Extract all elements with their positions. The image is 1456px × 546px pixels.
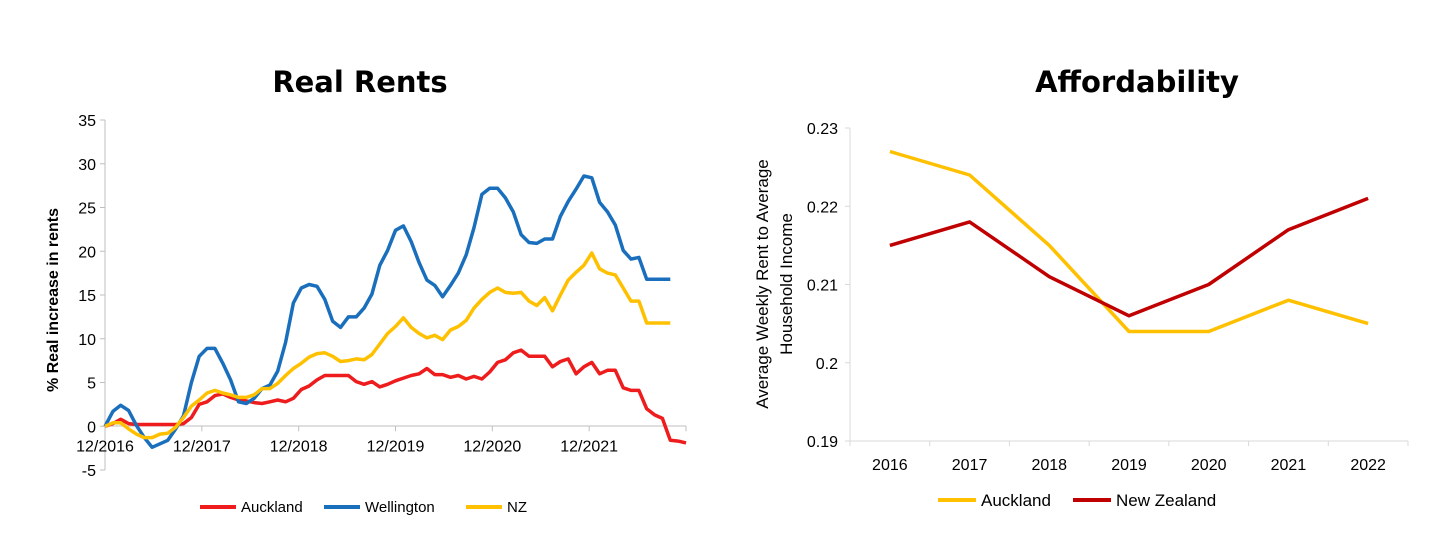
y-axis-label: Average Weekly Rent to Average <box>753 159 772 409</box>
x-tick-label: 2020 <box>1191 457 1227 474</box>
y-tick-label: 35 <box>78 113 96 130</box>
y-tick-label: 0.22 <box>807 199 838 216</box>
y-tick-label: 0 <box>87 419 96 436</box>
series-line-wellington <box>103 174 671 450</box>
y-tick-label: 0.23 <box>807 121 838 138</box>
x-tick-label: 2016 <box>872 457 908 474</box>
legend-item-auckland: Auckland <box>200 499 303 516</box>
legend-item-new-zealand: New Zealand <box>1073 491 1216 510</box>
x-tick-label: 12/2017 <box>173 438 231 455</box>
x-tick-label: 2019 <box>1111 457 1147 474</box>
legend: Auckland New Zealand <box>938 491 1216 510</box>
y-axis-label: % Real increase in rents <box>45 208 62 392</box>
legend-label: New Zealand <box>1116 491 1216 510</box>
y-axis-label: Household Income <box>777 213 796 355</box>
real-rents-chart: Real Rents % Real increase in rents -5 0 5… <box>45 65 687 516</box>
legend-label: NZ <box>507 499 527 516</box>
y-tick-label: 25 <box>78 201 96 218</box>
legend-label: Auckland <box>981 491 1051 510</box>
x-tick-label: 2021 <box>1271 457 1307 474</box>
chart-title: Real Rents <box>272 65 447 99</box>
x-tick-label: 2017 <box>952 457 988 474</box>
y-ticks: 0.19 0.2 0.21 0.22 0.23 <box>807 121 850 451</box>
x-tick-label: 2022 <box>1350 457 1386 474</box>
y-tick-label: 10 <box>78 332 96 349</box>
x-ticks: 12/2016 12/2017 12/2018 12/2019 12/2020 12/20… <box>76 426 687 455</box>
y-tick-label: 30 <box>78 157 96 174</box>
y-ticks: -5 0 5 10 15 20 25 30 35 <box>78 113 105 480</box>
y-axis-label-line1: Average Weekly Rent to Average <box>753 159 772 409</box>
y-tick-label: 0.2 <box>816 356 838 373</box>
y-tick-label: 0.19 <box>807 434 838 451</box>
legend-label: Wellington <box>365 499 435 516</box>
series-line-auckland <box>889 149 1369 334</box>
series-lines <box>889 149 1369 334</box>
legend: Auckland Wellington NZ <box>200 499 527 516</box>
x-tick-label: 12/2018 <box>270 438 328 455</box>
x-tick-label: 2018 <box>1031 457 1067 474</box>
x-tick-label: 12/2019 <box>367 438 425 455</box>
x-tick-label: 12/2016 <box>76 438 134 455</box>
legend-item-wellington: Wellington <box>324 499 435 516</box>
series-line-nz <box>104 251 671 440</box>
y-tick-label: 0.21 <box>807 278 838 295</box>
y-tick-label: 5 <box>87 376 96 393</box>
legend-label: Auckland <box>241 499 303 516</box>
affordability-chart: Affordability Average Weekly Rent to Ave… <box>753 65 1409 510</box>
y-tick-label: 15 <box>78 288 96 305</box>
y-tick-label: -5 <box>82 463 96 480</box>
legend-item-nz: NZ <box>466 499 527 516</box>
series-line-new-zealand <box>889 196 1369 318</box>
x-tick-label: 12/2020 <box>463 438 521 455</box>
chart-title: Affordability <box>1035 65 1239 99</box>
legend-item-auckland: Auckland <box>938 491 1051 510</box>
series-lines <box>103 174 687 450</box>
y-tick-label: 20 <box>78 244 96 261</box>
x-ticks: 2016 2017 2018 2019 2020 2021 2022 <box>849 441 1409 474</box>
x-tick-label: 12/2021 <box>560 438 618 455</box>
y-axis-label-line2: Household Income <box>777 213 796 355</box>
series-line-auckland <box>104 348 687 445</box>
